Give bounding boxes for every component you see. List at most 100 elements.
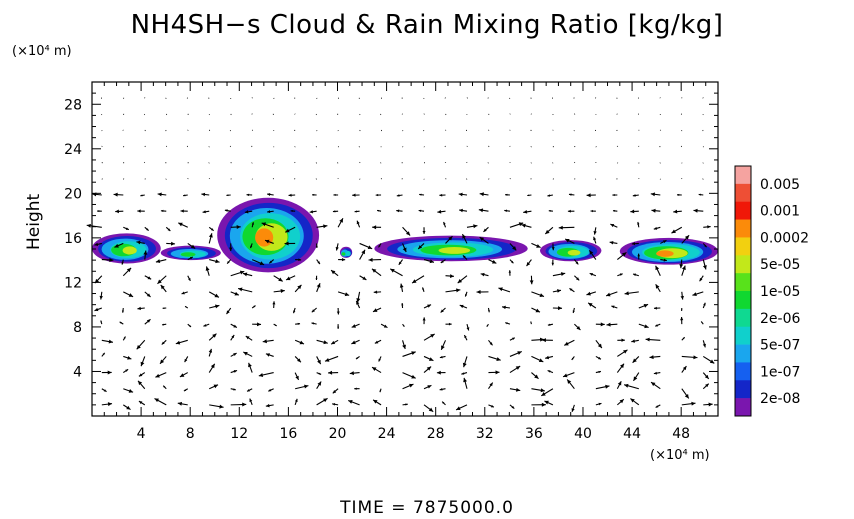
wind-arrow-head [621,338,625,342]
wind-arrow [436,370,446,375]
wind-arrow-head [317,381,322,386]
wind-arrow [571,356,575,361]
wind-arrow-head [526,262,531,267]
wind-arrow [692,291,704,297]
wind-arrow-head [262,339,267,344]
wind-arrow-head [450,274,454,278]
wind-arrow-head [354,210,357,213]
wind-arrow-head [331,340,336,345]
wind-arrow [285,275,296,281]
wind-arrow [101,402,113,407]
wind-arrow [187,242,196,249]
cloud-field [92,197,718,273]
wind-arrow-head [655,265,660,271]
wind-arrow-head [179,373,185,377]
wind-arrow [439,387,446,391]
wind-arrow-head [285,228,290,233]
wind-arrow-head [100,320,103,323]
wind-arrow-head [430,334,435,338]
wind-arrow-head [650,192,656,197]
wind-arrow-head [224,209,228,212]
wind-arrow [422,317,426,325]
wind-arrow [208,233,213,244]
wind-arrow [356,291,361,303]
wind-arrow [290,209,296,212]
wind-arrow [440,340,447,351]
wind-arrow-head [682,265,686,271]
wind-arrow [273,289,285,293]
wind-arrow-head [545,355,550,360]
wind-arrow-head [612,209,616,212]
wind-arrow [208,291,220,298]
wind-arrow [312,193,317,196]
wind-arrow [402,372,416,379]
wind-arrow [187,275,191,282]
wind-arrow [209,404,224,409]
wind-arrow [509,259,514,264]
wind-arrow-head [317,359,321,365]
wind-arrow [316,339,328,345]
wind-arrow-head [189,256,193,260]
wind-arrow [651,208,661,213]
wind-arrow [337,324,340,329]
wind-arrow-head [155,373,160,378]
wind-arrow [655,283,661,293]
wind-arrow [137,209,145,213]
wind-arrow [616,398,625,406]
wind-arrow [101,352,106,357]
colorbar-label: 0.001 [760,204,800,220]
wind-arrow [285,226,296,233]
wind-arrow [162,307,167,310]
y-tick-label: 12 [64,275,82,291]
wind-arrow [402,323,405,327]
wind-arrow-head [284,241,289,246]
wind-arrow-head [707,225,711,229]
wind-arrow-head [405,231,411,236]
wind-arrow-head [396,194,400,197]
wind-arrow-head [479,192,484,197]
wind-arrow [552,272,566,277]
wind-arrow [294,372,300,381]
wind-arrow [437,209,446,214]
wind-arrow [595,370,602,374]
wind-arrow [245,335,253,341]
wind-arrow-head [259,261,265,265]
wind-arrow-head [637,253,641,257]
colorbar-swatch [735,166,751,185]
wind-arrow-head [304,384,309,389]
wind-arrow-head [605,384,610,389]
wind-arrow [268,388,274,392]
wind-arrow-head [160,209,164,213]
wind-arrow [101,388,107,393]
wind-arrow-head [412,279,417,284]
wind-arrow [541,338,553,343]
wind-arrow-head [541,392,546,396]
wind-arrow [572,307,575,314]
wind-arrow [633,372,640,382]
wind-arrow [558,225,575,230]
wind-arrow [252,322,262,327]
wind-arrow [295,258,302,262]
wind-arrow [396,209,403,213]
wind-arrow [375,193,382,197]
wind-arrow-head [286,276,291,281]
wind-arrow-head [119,321,122,324]
wind-arrow [529,275,534,285]
wind-arrow-head [332,390,337,394]
wind-arrow [462,255,468,260]
wind-arrow-head [378,358,381,362]
wind-arrow [681,265,686,276]
wind-arrow [681,401,696,406]
wind-arrow-head [354,387,357,390]
wind-arrow [144,226,149,231]
wind-arrow [359,275,367,281]
wind-arrow [439,193,446,197]
wind-arrow [294,339,305,345]
wind-arrow [486,323,489,327]
wind-arrow-head [233,388,236,391]
wind-arrow [328,370,339,375]
wind-arrow [547,194,553,197]
x-tick-label: 16 [279,426,297,442]
wind-arrow-head [210,228,214,231]
